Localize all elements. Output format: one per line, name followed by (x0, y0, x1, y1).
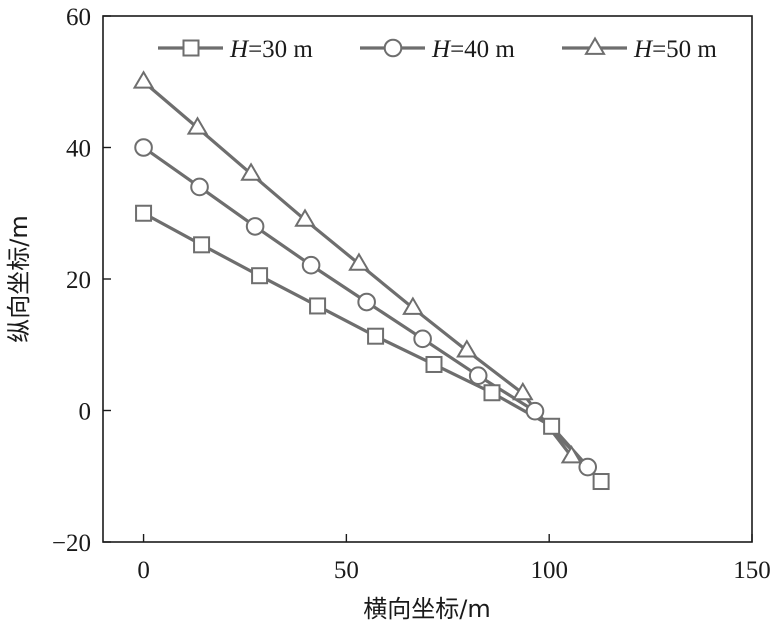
data-point-square (425, 355, 443, 373)
legend-label: H=50 m (633, 36, 717, 63)
data-point-triangle (512, 381, 534, 401)
data-point-circle (525, 401, 545, 421)
data-point-circle (190, 177, 209, 197)
y-tick-label: −20 (52, 530, 91, 557)
data-point-triangle (348, 252, 370, 271)
legend-marker-circle (383, 38, 403, 58)
data-point-triangle (560, 445, 583, 464)
x-tick-label: 100 (530, 557, 568, 584)
legend-marker-triangle (584, 36, 606, 55)
data-point-circle (301, 255, 321, 275)
data-point-triangle (402, 296, 424, 315)
series-line-square (142, 211, 603, 483)
data-point-circle (468, 366, 488, 385)
data-point-triangle (294, 208, 316, 227)
data-point-triangle (456, 339, 478, 358)
data-point-square (309, 297, 327, 315)
data-point-circle (578, 457, 598, 477)
legend-marker-square (182, 39, 200, 57)
data-point-triangle (186, 116, 209, 135)
x-tick-label: 0 (137, 557, 150, 584)
data-point-square (135, 204, 153, 222)
data-point-circle (357, 292, 376, 312)
x-tick-label: 150 (733, 557, 771, 584)
data-point-circle (134, 138, 153, 157)
y-tick-label: 0 (79, 399, 92, 426)
legend-label: H=30 m (229, 36, 313, 63)
y-tick-label: 60 (66, 4, 91, 31)
y-axis-title: 纵向坐标/m (5, 215, 33, 342)
data-point-square (251, 267, 269, 285)
data-point-square (543, 417, 561, 435)
legend: H=30 m H=40 m H=50 m (158, 36, 717, 63)
y-tick-label: 40 (66, 136, 91, 163)
data-point-circle (413, 329, 432, 349)
data-point-square (483, 384, 501, 402)
data-point-triangle (240, 162, 262, 181)
y-tick-label: 20 (66, 267, 91, 294)
data-point-square (592, 473, 610, 491)
x-tick-label: 50 (334, 557, 359, 584)
x-axis-title: 横向坐标/m (363, 595, 490, 623)
data-point-triangle (132, 70, 155, 89)
data-point-square (193, 236, 211, 254)
legend-label: H=40 m (431, 36, 515, 63)
plot-frame (102, 15, 753, 543)
plot-area (132, 70, 610, 491)
data-point-circle (245, 217, 265, 236)
data-point-square (367, 327, 385, 345)
axis-ticks: 0 50 100 150 −20 0 20 40 60 (52, 4, 771, 584)
